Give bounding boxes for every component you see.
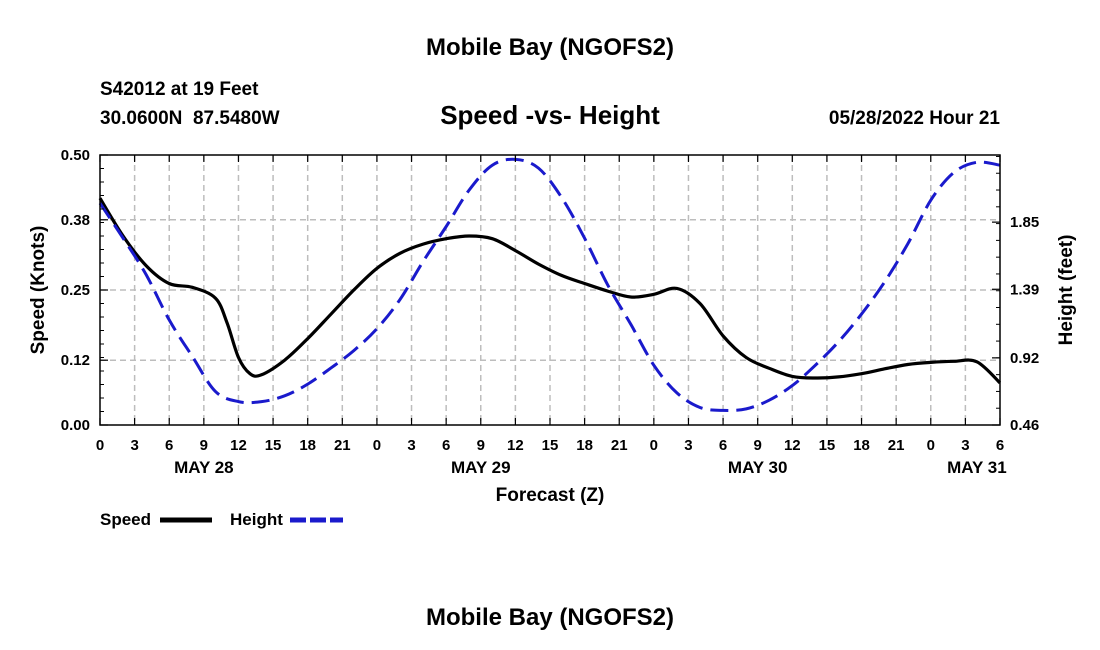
x-tick-label: 6 [719,437,727,454]
axes: 0 3 6 9 12 15 18 21 0 3 6 9 12 15 18 21 0 3 6 9 12 15 18 21 0 3 6M… [61,147,1039,477]
x-tick-label: 0 [650,437,658,454]
page-title: Mobile Bay (NGOFS2) [426,34,674,61]
x-tick-label: 15 [542,437,559,454]
day-label: MAY 31 [947,458,1007,477]
x-tick-label: 3 [684,437,692,454]
x-tick-label: 21 [888,437,905,454]
series-group [98,157,1002,412]
grid [100,155,1000,425]
x-tick-label: 3 [961,437,969,454]
y-right-tick-label: 0.46 [1010,417,1039,434]
x-tick-label: 18 [576,437,593,454]
x-tick-label: 12 [507,437,524,454]
y-left-tick-label: 0.25 [61,282,90,299]
footer-title: Mobile Bay (NGOFS2) [426,604,674,631]
coordinates-label: 30.0600N 87.5480W [100,108,280,129]
day-label: MAY 29 [451,458,511,477]
y-right-tick-label: 0.92 [1010,350,1039,367]
chart-title: Speed -vs- Height [440,100,660,130]
x-tick-label: 21 [611,437,628,454]
x-tick-label: 0 [373,437,381,454]
x-tick-label: 6 [996,437,1004,454]
x-tick-label: 3 [130,437,138,454]
legend: Speed Height [100,510,343,529]
y-left-tick-label: 0.50 [61,147,90,164]
x-tick-label: 9 [477,437,485,454]
x-tick-label: 9 [754,437,762,454]
x-tick-label: 9 [200,437,208,454]
y-left-tick-label: 0.00 [61,417,90,434]
y-axis-right-title: Height (feet) [1056,235,1077,346]
x-tick-label: 0 [96,437,104,454]
y-right-tick-label: 1.39 [1010,281,1039,298]
x-tick-label: 3 [407,437,415,454]
x-axis-title: Forecast (Z) [496,485,605,506]
y-right-tick-label: 1.85 [1010,214,1039,231]
series-line-speed [98,197,1002,385]
x-tick-label: 6 [442,437,450,454]
y-axis-left-title: Speed (Knots) [28,226,49,355]
x-tick-label: 6 [165,437,173,454]
forecast-datetime: 05/28/2022 Hour 21 [829,108,1001,129]
legend-height-label: Height [230,510,283,529]
x-tick-label: 12 [784,437,801,454]
x-tick-label: 18 [853,437,870,454]
y-left-tick-label: 0.38 [61,212,90,229]
series-line-height [98,157,1001,412]
x-tick-label: 0 [927,437,935,454]
station-label: S42012 at 19 Feet [100,79,259,100]
day-label: MAY 28 [174,458,234,477]
x-tick-label: 18 [299,437,316,454]
day-label: MAY 30 [728,458,788,477]
x-tick-label: 15 [819,437,836,454]
x-tick-label: 12 [230,437,247,454]
legend-speed-label: Speed [100,510,151,529]
x-tick-label: 21 [334,437,351,454]
x-tick-label: 15 [265,437,282,454]
y-left-tick-label: 0.12 [61,352,90,369]
